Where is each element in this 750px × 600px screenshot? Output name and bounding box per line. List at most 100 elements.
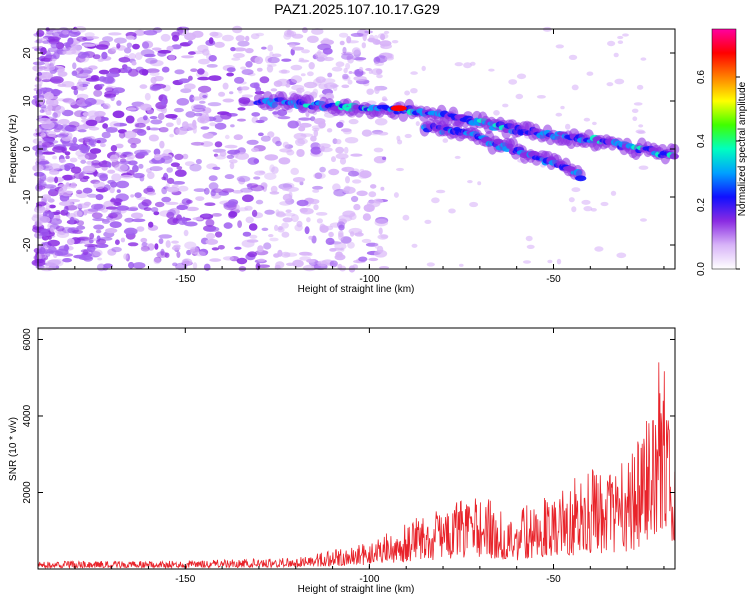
noise-blob bbox=[36, 29, 45, 37]
y-tick-label: -20 bbox=[22, 237, 33, 252]
noise-blob bbox=[176, 117, 181, 126]
noise-blob bbox=[262, 184, 267, 192]
noise-blob bbox=[110, 145, 118, 152]
colorbar: 0.0 0.2 0.4 0.6 Normalized spectral amplitu… bbox=[696, 28, 748, 276]
noise-blob bbox=[67, 213, 76, 220]
noise-blob bbox=[166, 167, 173, 173]
noise-blob bbox=[241, 69, 254, 75]
noise-blob bbox=[331, 156, 336, 163]
noise-blob bbox=[614, 78, 625, 85]
noise-blob bbox=[115, 239, 120, 245]
noise-blob bbox=[76, 81, 83, 90]
noise-blob bbox=[368, 70, 373, 74]
noise-blob bbox=[275, 211, 286, 218]
noise-blob bbox=[149, 166, 163, 172]
noise-blob bbox=[65, 182, 70, 187]
noise-blob bbox=[78, 255, 93, 261]
noise-blob bbox=[101, 131, 111, 139]
noise-blob bbox=[82, 175, 90, 180]
figure-title: PAZ1.2025.107.10.17.G29 bbox=[274, 1, 440, 17]
y-tick-label: 6000 bbox=[22, 328, 33, 351]
noise-blob bbox=[202, 94, 208, 99]
noise-blob bbox=[526, 244, 535, 249]
noise-blob bbox=[260, 135, 271, 142]
noise-blob bbox=[170, 162, 180, 167]
noise-blob bbox=[54, 251, 64, 257]
noise-blob bbox=[153, 256, 162, 263]
noise-blob bbox=[120, 237, 126, 243]
noise-blob bbox=[166, 186, 180, 193]
noise-blob bbox=[116, 100, 122, 106]
noise-blob bbox=[40, 47, 47, 56]
noise-blob bbox=[368, 257, 379, 262]
noise-blob bbox=[136, 151, 149, 156]
noise-blob bbox=[307, 35, 319, 43]
noise-blob bbox=[286, 149, 295, 156]
noise-blob bbox=[339, 157, 347, 165]
noise-blob bbox=[103, 200, 114, 208]
noise-blob bbox=[269, 51, 274, 59]
noise-blob bbox=[71, 70, 78, 77]
noise-blob bbox=[375, 55, 388, 63]
noise-blob bbox=[151, 47, 162, 51]
noise-blob bbox=[197, 68, 205, 75]
noise-blob bbox=[261, 227, 269, 231]
noise-blob bbox=[147, 109, 155, 115]
noise-blob bbox=[467, 180, 473, 184]
noise-blob bbox=[151, 85, 162, 90]
noise-blob bbox=[208, 37, 214, 45]
noise-blob bbox=[194, 112, 203, 117]
noise-blob bbox=[74, 110, 85, 118]
noise-blob bbox=[322, 47, 333, 55]
noise-blob bbox=[281, 231, 290, 238]
noise-blob bbox=[50, 76, 64, 84]
noise-blob bbox=[282, 193, 293, 202]
noise-blob bbox=[73, 45, 82, 51]
noise-blob bbox=[46, 131, 57, 137]
noise-blob bbox=[203, 187, 210, 195]
spectrogram-y-label: Frequency (Hz) bbox=[8, 115, 19, 184]
noise-blob bbox=[186, 199, 193, 204]
noise-blob bbox=[348, 118, 359, 125]
noise-blob bbox=[253, 158, 260, 164]
noise-blob bbox=[347, 79, 353, 85]
noise-blob bbox=[263, 242, 272, 250]
noise-blob bbox=[312, 189, 320, 193]
noise-blob bbox=[113, 122, 127, 127]
noise-blob bbox=[638, 165, 649, 170]
noise-blob bbox=[111, 173, 122, 182]
noise-blob bbox=[156, 251, 168, 258]
noise-blob bbox=[325, 237, 335, 245]
colorbar-tick-label: 0.0 bbox=[696, 262, 707, 276]
noise-blob bbox=[171, 31, 180, 38]
noise-blob bbox=[211, 247, 220, 251]
noise-blob bbox=[300, 133, 314, 137]
noise-blob bbox=[182, 153, 189, 160]
noise-blob bbox=[82, 43, 96, 47]
noise-blob bbox=[617, 35, 624, 40]
noise-blob bbox=[193, 188, 206, 193]
noise-blob bbox=[296, 199, 309, 207]
noise-blob bbox=[571, 84, 579, 91]
noise-blob bbox=[190, 141, 205, 146]
noise-blob bbox=[377, 131, 389, 136]
noise-blob bbox=[153, 148, 161, 156]
noise-blob bbox=[222, 98, 235, 103]
noise-blob bbox=[103, 76, 115, 84]
noise-blob bbox=[61, 109, 74, 117]
noise-blob bbox=[69, 157, 78, 163]
noise-blob bbox=[185, 206, 199, 212]
colorbar-tick-label: 0.4 bbox=[696, 134, 707, 148]
noise-blob bbox=[126, 154, 136, 160]
colorbar-tick-label: 0.2 bbox=[696, 198, 707, 212]
noise-blob bbox=[124, 217, 134, 223]
noise-blob bbox=[342, 210, 356, 218]
noise-blob bbox=[80, 146, 90, 154]
noise-blob bbox=[118, 160, 132, 165]
noise-blob bbox=[339, 32, 349, 38]
noise-blob bbox=[208, 75, 222, 81]
noise-blob bbox=[192, 119, 197, 128]
noise-blob bbox=[49, 58, 56, 66]
noise-blob bbox=[195, 158, 202, 165]
noise-blob bbox=[39, 229, 50, 237]
